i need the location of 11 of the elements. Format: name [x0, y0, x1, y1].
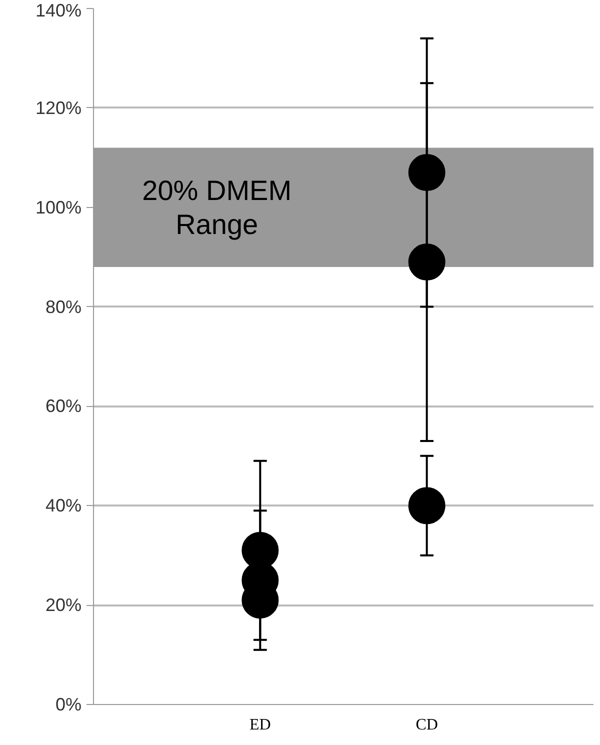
band-label: 20% DMEM Range: [142, 174, 292, 240]
y-tick-label: 100%: [35, 197, 82, 218]
y-tick-label: 140%: [35, 0, 82, 20]
y-tick-label: 120%: [35, 98, 82, 118]
x-tick-label: ED: [250, 716, 271, 734]
y-tick-label: 60%: [45, 396, 82, 416]
y-tick-label: 80%: [45, 296, 82, 317]
y-tick-label: 20%: [45, 595, 82, 616]
y-tick-label: 0%: [55, 694, 82, 714]
y-tick-label: 40%: [45, 496, 82, 516]
x-tick-label: CD: [416, 716, 438, 734]
